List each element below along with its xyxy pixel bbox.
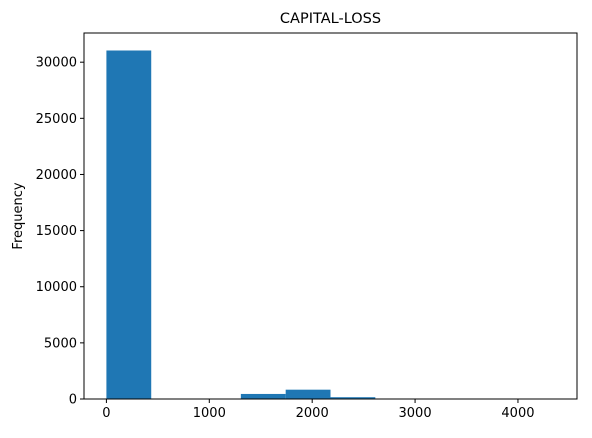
y-tick-label-4: 20000 bbox=[36, 168, 77, 183]
chart-title: CAPITAL-LOSS bbox=[280, 11, 381, 27]
histogram-bar-3 bbox=[241, 394, 286, 399]
y-tick-label-1: 5000 bbox=[44, 336, 77, 351]
y-tick-label-2: 10000 bbox=[36, 280, 77, 295]
y-tick-label-6: 30000 bbox=[36, 56, 77, 71]
x-tick-label-4: 4000 bbox=[501, 406, 534, 421]
y-axis: 0 5000 10000 15000 20000 25000 30000 bbox=[36, 56, 84, 408]
y-tick-label-0: 0 bbox=[69, 393, 77, 408]
x-tick-label-2: 2000 bbox=[296, 406, 329, 421]
x-tick-label-3: 3000 bbox=[399, 406, 432, 421]
histogram-bars bbox=[106, 50, 554, 399]
x-tick-label-1: 1000 bbox=[193, 406, 226, 421]
y-tick-label-3: 15000 bbox=[36, 224, 77, 239]
y-tick-label-5: 25000 bbox=[36, 112, 77, 127]
x-axis: 0 1000 2000 3000 4000 bbox=[102, 399, 534, 421]
x-tick-label-0: 0 bbox=[102, 406, 110, 421]
histogram-bar-0 bbox=[106, 50, 151, 399]
plot-frame bbox=[84, 33, 577, 399]
y-axis-title: Frequency bbox=[11, 182, 26, 249]
histogram-bar-4 bbox=[286, 390, 331, 399]
